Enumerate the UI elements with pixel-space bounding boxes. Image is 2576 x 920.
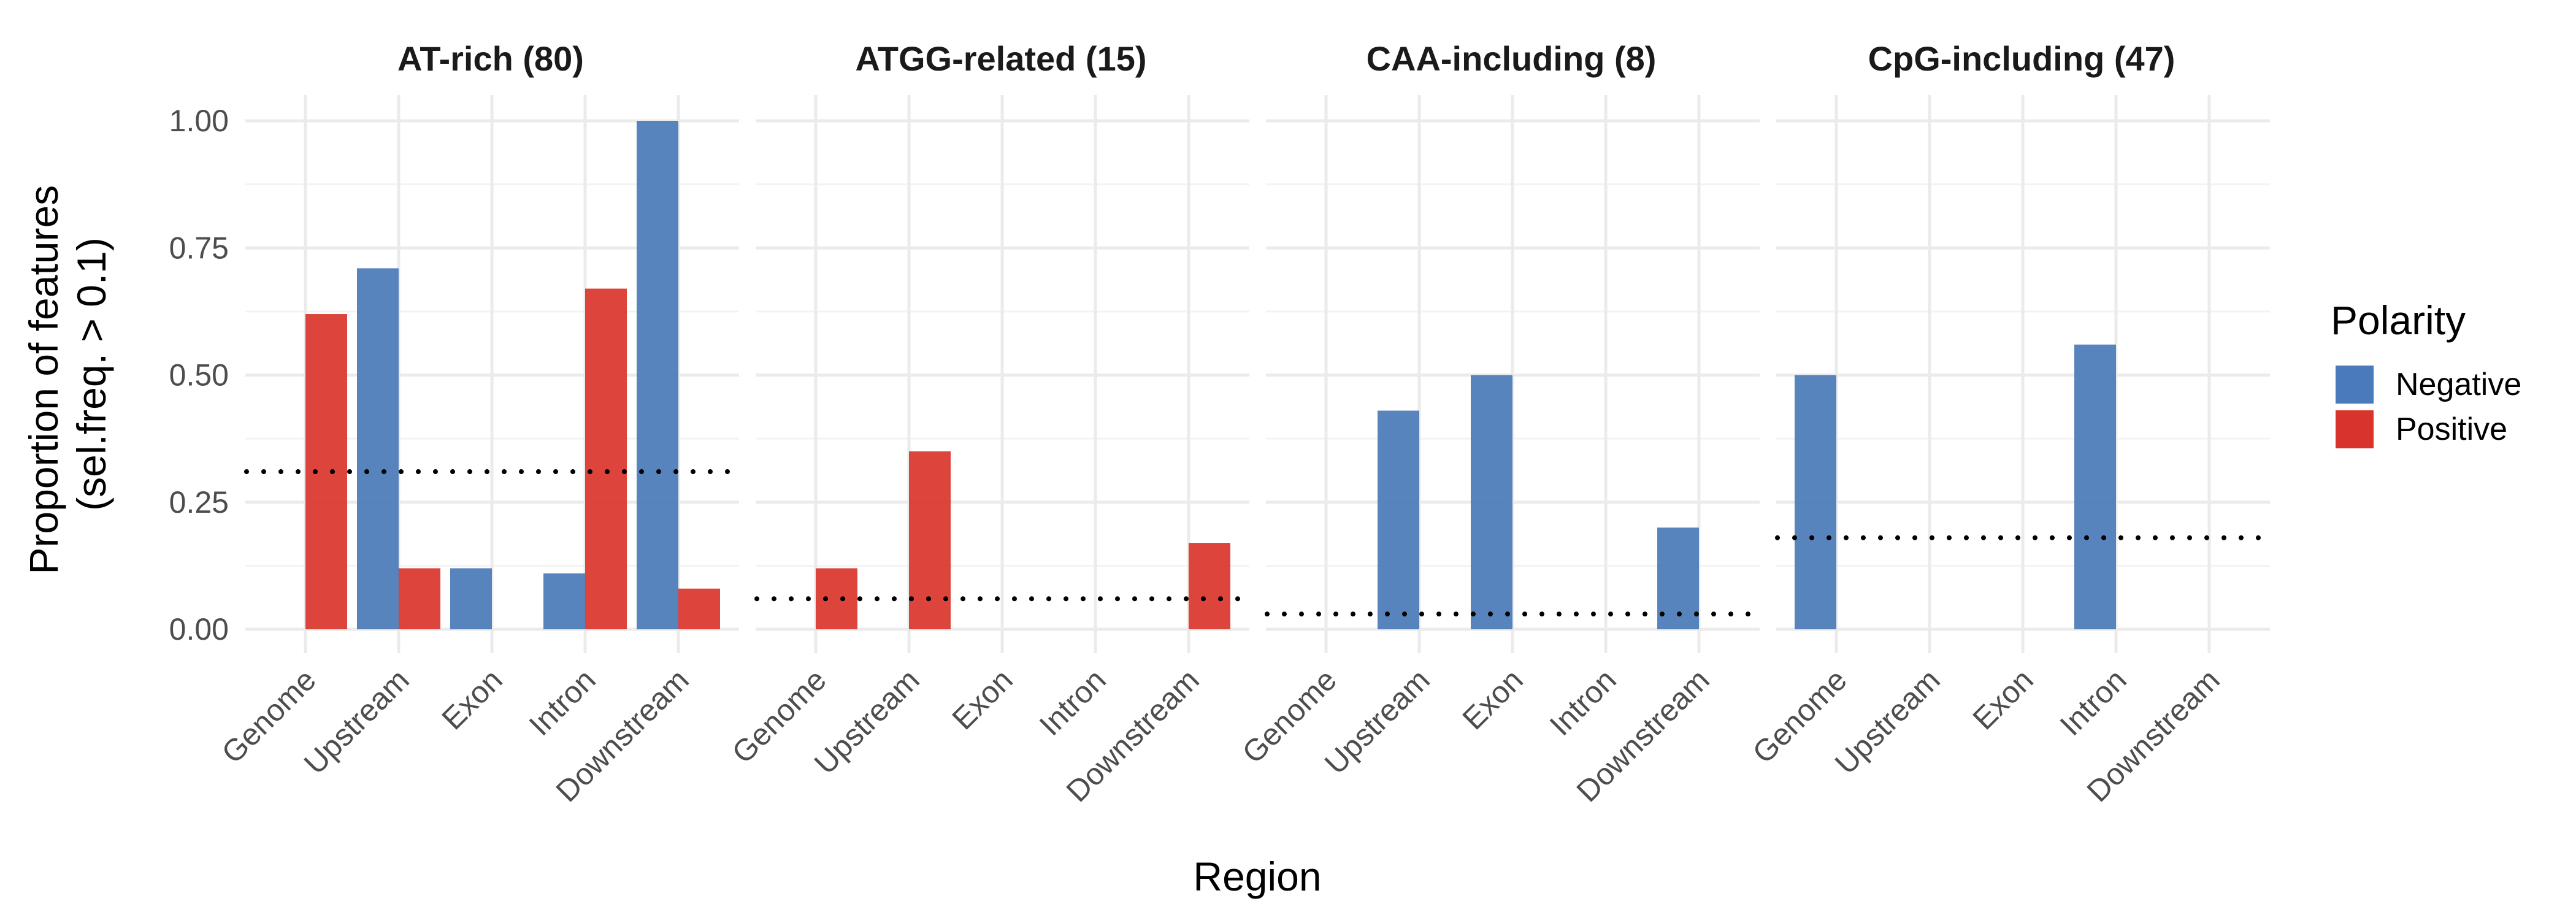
y-axis-title-line-1: Proportion of features (21, 185, 66, 575)
legend-swatch-negative (2336, 366, 2374, 404)
x-tick-label: Intron (1543, 662, 1623, 742)
bar-positive: AT-rich (80) / Upstream / Positive: 0.12 (399, 568, 440, 629)
x-tick-label: Exon (435, 662, 509, 736)
bar-positive: ATGG-related (15) / Upstream / Positive:… (909, 451, 951, 629)
reference-lines-layer (244, 469, 2272, 617)
y-tick-label: 1.00 (169, 104, 229, 138)
y-tick-label: 0.75 (169, 231, 229, 265)
grid-layer (245, 95, 2270, 653)
bar-negative: AT-rich (80) / Intron / Negative: 0.11 (543, 573, 585, 629)
panel-title: CpG-including (47) (1868, 39, 2175, 78)
panel-title: AT-rich (80) (397, 39, 584, 78)
bar-positive: AT-rich (80) / Downstream / Positive: 0.… (678, 588, 720, 629)
bar-positive: AT-rich (80) / Intron / Positive: 0.67 (585, 288, 627, 629)
bars-layer: AT-rich (80) / Upstream / Negative: 0.71… (305, 121, 2116, 629)
y-tick-label: 0.25 (169, 485, 229, 519)
legend-label-negative: Negative (2396, 367, 2521, 402)
y-tick-label: 0.00 (169, 612, 229, 646)
y-tick-label: 0.50 (169, 358, 229, 393)
x-tick-label: Intron (2053, 662, 2133, 742)
x-tick-label: Exon (1966, 662, 2040, 736)
legend: Polarity Negative Positive (2331, 297, 2521, 448)
legend-title: Polarity (2331, 297, 2466, 343)
y-axis-title-line-2: (sel.freq. > 0.1) (69, 237, 114, 511)
x-tick-label: Intron (1033, 662, 1113, 742)
x-tick-label: Intron (523, 662, 602, 742)
x-axis-title: Region (1193, 854, 1321, 899)
legend-swatch-positive (2336, 410, 2374, 448)
panel-title: CAA-including (8) (1367, 39, 1657, 78)
bar-negative: CAA-including (8) / Upstream / Negative:… (1378, 410, 1419, 629)
bar-negative: CAA-including (8) / Exon / Negative: 0.5 (1471, 375, 1512, 629)
x-tick-label: Exon (946, 662, 1019, 736)
x-tick-label: Exon (1456, 662, 1530, 736)
bar-negative: AT-rich (80) / Exon / Negative: 0.12 (450, 568, 492, 629)
bar-negative: CpG-including (47) / Genome / Negative: … (1795, 375, 1836, 629)
legend-label-positive: Positive (2396, 412, 2507, 447)
y-axis-title: Proportion of features (sel.freq. > 0.1) (21, 174, 114, 574)
bar-positive: ATGG-related (15) / Downstream / Positiv… (1189, 543, 1230, 629)
bar-negative: CpG-including (47) / Intron / Negative: … (2074, 344, 2116, 629)
bar-negative: AT-rich (80) / Upstream / Negative: 0.71 (357, 268, 399, 629)
bar-positive: ATGG-related (15) / Genome / Positive: 0… (816, 568, 857, 629)
bar-negative: AT-rich (80) / Downstream / Negative: 1 (637, 121, 678, 629)
bar-positive: AT-rich (80) / Genome / Positive: 0.62 (305, 314, 347, 629)
panel-title: ATGG-related (15) (855, 39, 1146, 78)
